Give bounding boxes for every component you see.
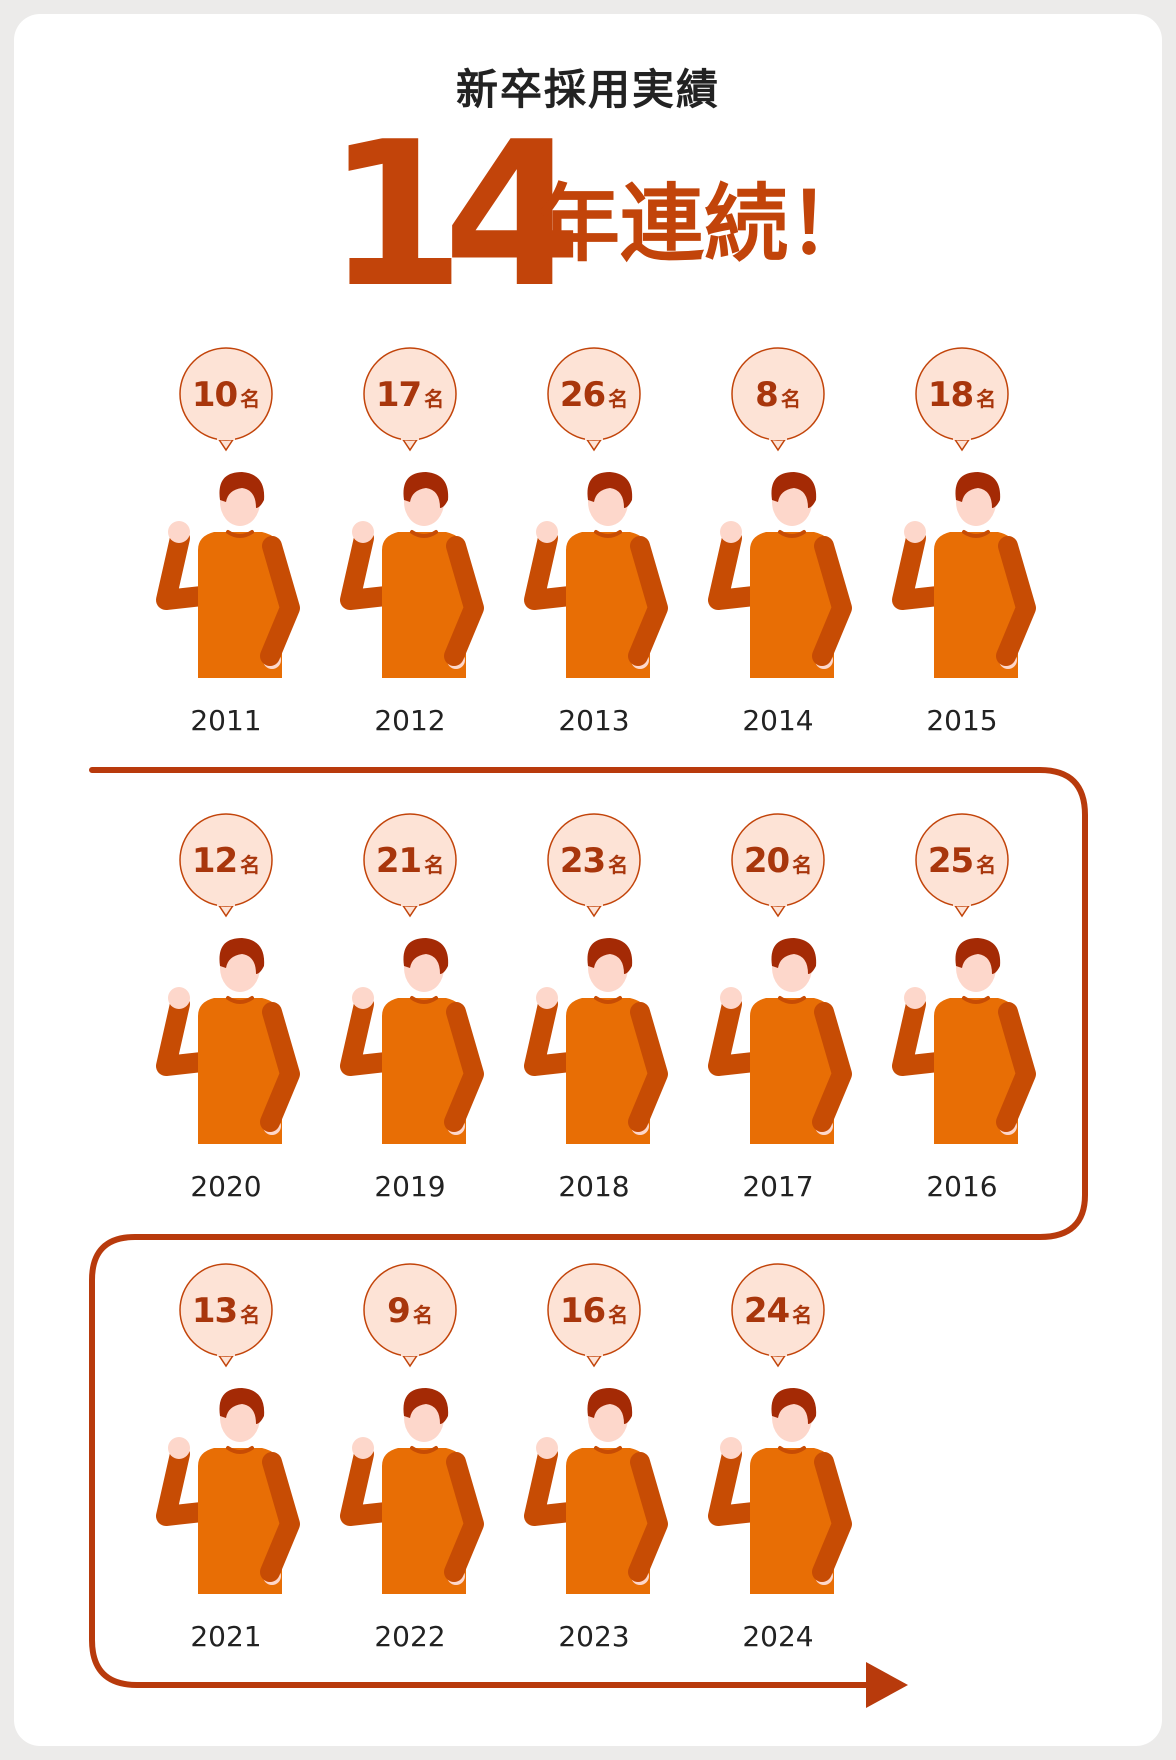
- timeline-path: [89, 767, 1088, 1688]
- year-label: 2012: [374, 704, 445, 737]
- headline-number: 14: [326, 99, 582, 332]
- year-item: 21 名 2019: [340, 813, 484, 1203]
- person-icon: [524, 1388, 668, 1594]
- year-item: 26 名 2013: [524, 347, 668, 737]
- headline: 14 年連続！: [326, 99, 886, 332]
- year-item: 24 名 2024: [708, 1263, 852, 1653]
- person-icon: [340, 1388, 484, 1594]
- person-icon: [340, 472, 484, 678]
- person-icon: [708, 938, 852, 1144]
- headline-suffix: 年連続！: [536, 175, 873, 273]
- person-icon: [156, 1388, 300, 1594]
- person-icon: [156, 472, 300, 678]
- year-item: 25 名 2016: [892, 813, 1036, 1203]
- year-item: 8 名 2014: [708, 347, 852, 737]
- year-label: 2015: [926, 704, 997, 737]
- year-label: 2019: [374, 1170, 445, 1203]
- count-label: 16 名: [560, 1291, 628, 1331]
- person-icon: [708, 472, 852, 678]
- person-icon: [892, 472, 1036, 678]
- count-label: 21 名: [376, 841, 444, 881]
- year-label: 2023: [558, 1620, 629, 1653]
- year-item: 23 名 2018: [524, 813, 668, 1203]
- count-label: 20 名: [744, 841, 812, 881]
- year-label: 2016: [926, 1170, 997, 1203]
- year-label: 2013: [558, 704, 629, 737]
- year-item: 10 名 2011: [156, 347, 300, 737]
- speech-bubble: [731, 347, 825, 441]
- year-item: 9 名 2022: [340, 1263, 484, 1653]
- count-label: 13 名: [192, 1291, 260, 1331]
- person-icon: [892, 938, 1036, 1144]
- year-item: 20 名 2017: [708, 813, 852, 1203]
- year-item: 16 名 2023: [524, 1263, 668, 1653]
- year-label: 2011: [190, 704, 261, 737]
- year-label: 2024: [742, 1620, 813, 1653]
- count-label: 26 名: [560, 375, 628, 415]
- person-icon: [340, 938, 484, 1144]
- year-item: 13 名 2021: [156, 1263, 300, 1653]
- speech-bubble: [363, 1263, 457, 1357]
- year-label: 2020: [190, 1170, 261, 1203]
- year-item: 17 名 2012: [340, 347, 484, 737]
- year-item: 18 名 2015: [892, 347, 1036, 737]
- count-label: 23 名: [560, 841, 628, 881]
- person-icon: [524, 938, 668, 1144]
- person-icon: [156, 938, 300, 1144]
- person-icon: [524, 472, 668, 678]
- year-label: 2018: [558, 1170, 629, 1203]
- year-item: 12 名 2020: [156, 813, 300, 1203]
- count-label: 24 名: [744, 1291, 812, 1331]
- count-label: 17 名: [376, 375, 444, 415]
- timeline-arrow-head: [866, 1662, 908, 1708]
- page-title: 新卒採用実績: [455, 65, 720, 114]
- year-label: 2014: [742, 704, 813, 737]
- year-label: 2017: [742, 1170, 813, 1203]
- count-label: 10 名: [192, 375, 260, 415]
- year-label: 2022: [374, 1620, 445, 1653]
- person-icon: [708, 1388, 852, 1594]
- count-label: 12 名: [192, 841, 260, 881]
- year-label: 2021: [190, 1620, 261, 1653]
- count-label: 18 名: [928, 375, 996, 415]
- count-label: 25 名: [928, 841, 996, 881]
